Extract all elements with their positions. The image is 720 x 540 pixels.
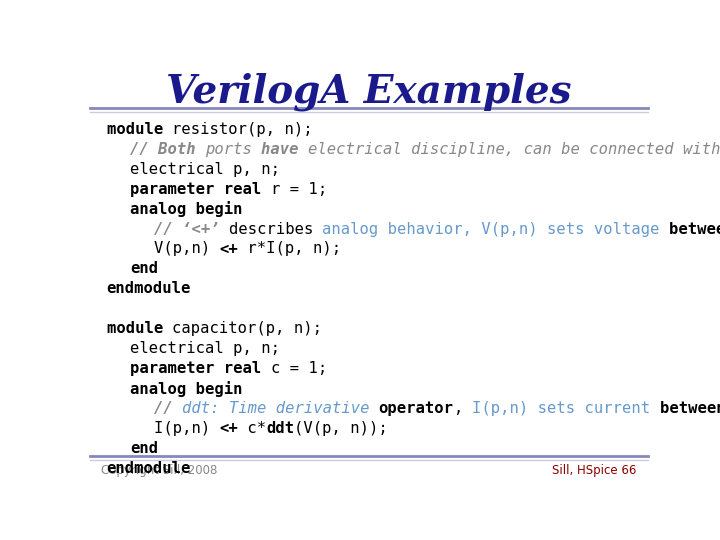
Text: I(p,n): I(p,n): [153, 421, 219, 436]
Text: Copyright Sill, 2008: Copyright Sill, 2008: [101, 464, 217, 477]
Text: Sill, HSpice 66: Sill, HSpice 66: [552, 464, 637, 477]
Text: analog begin: analog begin: [130, 201, 243, 217]
Text: ,: ,: [454, 401, 472, 416]
Text: (V(p, n));: (V(p, n));: [294, 421, 388, 436]
Text: endmodule: endmodule: [107, 461, 191, 476]
Text: r = 1;: r = 1;: [271, 181, 327, 197]
Text: parameter real: parameter real: [130, 181, 271, 197]
Text: analog behavior, V(p,n) sets voltage: analog behavior, V(p,n) sets voltage: [323, 221, 669, 237]
Text: ddt: ddt: [266, 421, 294, 436]
Text: V(p,n): V(p,n): [153, 241, 219, 256]
Text: electrical p, n;: electrical p, n;: [130, 341, 280, 356]
Text: VerilogA Examples: VerilogA Examples: [166, 72, 572, 111]
Text: describes: describes: [229, 221, 323, 237]
Text: analog begin: analog begin: [130, 381, 243, 397]
Text: c*: c*: [238, 421, 266, 436]
Text: module: module: [107, 122, 172, 137]
Text: // Both: // Both: [130, 141, 205, 157]
Text: c = 1;: c = 1;: [271, 361, 327, 376]
Text: <+: <+: [219, 241, 238, 256]
Text: end: end: [130, 441, 158, 456]
Text: have: have: [261, 141, 308, 157]
Text: between p and n: between p and n: [660, 401, 720, 416]
Text: endmodule: endmodule: [107, 281, 191, 296]
Text: <+: <+: [219, 421, 238, 436]
Text: parameter real: parameter real: [130, 361, 271, 376]
Text: ports: ports: [205, 141, 261, 157]
Text: electrical p, n;: electrical p, n;: [130, 161, 280, 177]
Text: resistor(p, n);: resistor(p, n);: [172, 122, 313, 137]
Text: //: //: [153, 401, 181, 416]
Text: r*I(p, n);: r*I(p, n);: [238, 241, 341, 256]
Text: end: end: [130, 261, 158, 276]
Text: between p and n: between p and n: [669, 221, 720, 237]
Text: I(p,n) sets current: I(p,n) sets current: [472, 401, 660, 416]
Text: module: module: [107, 321, 172, 336]
Text: ddt: Time derivative: ddt: Time derivative: [181, 401, 379, 416]
Text: electrical discipline, can be connected with HSpice: electrical discipline, can be connected …: [308, 141, 720, 157]
Text: capacitor(p, n);: capacitor(p, n);: [172, 321, 323, 336]
Text: // ‘<+’: // ‘<+’: [153, 221, 229, 237]
Text: operator: operator: [379, 401, 454, 416]
